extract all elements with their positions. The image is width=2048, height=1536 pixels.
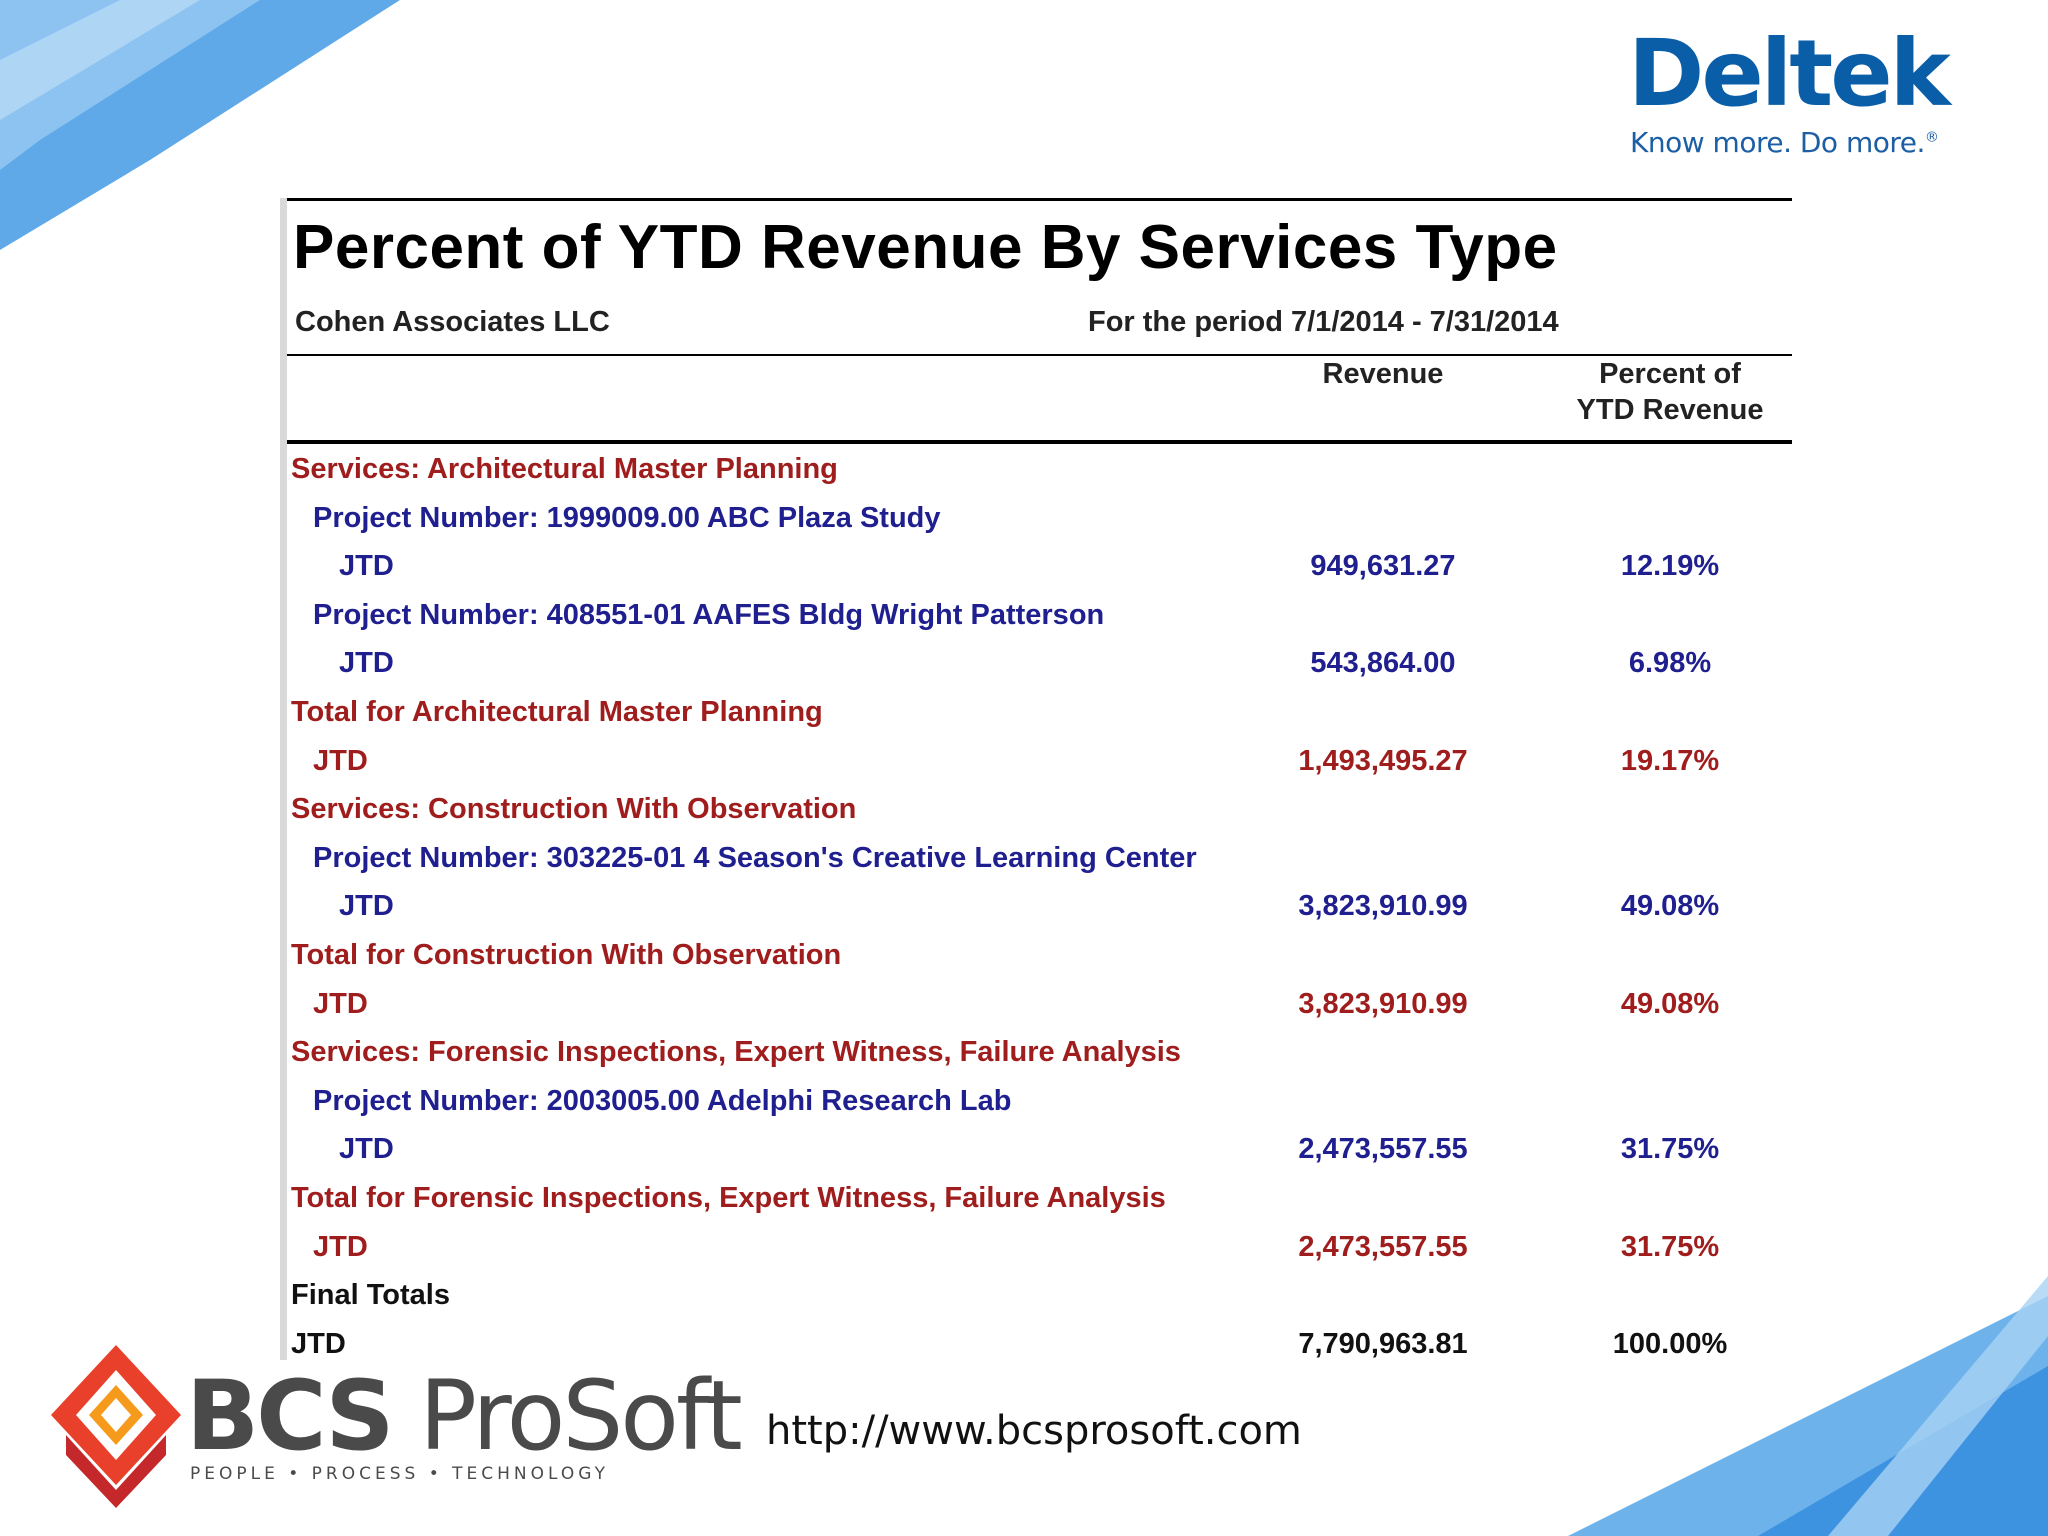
total-row: Total for Forensic Inspections, Expert W… [287,1175,1792,1221]
row-label: Project Number: 303225-01 4 Season's Cre… [313,841,1197,874]
row-revenue: 543,864.00 [1310,647,1456,680]
bcs-wordmark: BCS ProSoft [186,1366,743,1466]
jtd-row: JTD 2,473,557.55 31.75% [287,1126,1792,1172]
row-percent: 12.19% [1620,550,1720,583]
report-panel: Percent of YTD Revenue By Services Type … [280,198,1792,1360]
row-percent: 19.17% [1620,744,1720,777]
project-row: Project Number: 2003005.00 Adelphi Resea… [287,1078,1792,1124]
row-revenue: 2,473,557.55 [1298,1230,1468,1263]
row-label: JTD [313,744,368,777]
row-label: JTD [339,550,394,583]
row-percent: 49.08% [1620,890,1720,923]
bcs-prosoft-logo: BCS ProSoft PEOPLE • PROCESS • TECHNOLOG… [46,1340,743,1510]
row-label: Services: Construction With Observation [291,793,857,826]
report-period: For the period 7/1/2014 - 7/31/2014 [1088,306,1559,338]
column-header-revenue: Revenue [1322,358,1444,390]
registered-mark: ® [1924,129,1939,146]
bcs-wordmark-rest: ProSoft [391,1360,743,1472]
row-revenue: 3,823,910.99 [1298,987,1468,1020]
project-row: Project Number: 303225-01 4 Season's Cre… [287,835,1792,881]
website-link[interactable]: http://www.bcsprosoft.com [766,1408,1302,1454]
deltek-logo: Deltek Know more. Do more.® [1604,20,2024,160]
row-label: Services: Forensic Inspections, Expert W… [291,1036,1181,1069]
decorative-corner-top-left [0,0,400,250]
total-row: Total for Construction With Observation [287,932,1792,978]
total-jtd-row: JTD 1,493,495.27 19.17% [287,738,1792,784]
row-label: Total for Forensic Inspections, Expert W… [291,1182,1166,1214]
service-row: Services: Forensic Inspections, Expert W… [287,1029,1792,1075]
column-header-percent-line2: YTD Revenue [1576,394,1764,426]
jtd-row: JTD 543,864.00 6.98% [287,640,1792,686]
row-label: JTD [339,890,394,923]
row-label: Total for Construction With Observation [291,939,842,971]
row-label: Project Number: 2003005.00 Adelphi Resea… [313,1084,1012,1117]
row-label: Project Number: 1999009.00 ABC Plaza Stu… [313,501,941,534]
row-percent: 6.98% [1628,647,1712,680]
row-revenue: 7,790,963.81 [1298,1327,1468,1360]
header-rule [287,354,1792,356]
bcs-diamond-icon [51,1345,181,1508]
jtd-row: JTD 3,823,910.99 49.08% [287,883,1792,929]
project-row: Project Number: 408551-01 AAFES Bldg Wri… [287,592,1792,638]
row-label: Project Number: 408551-01 AAFES Bldg Wri… [313,598,1105,631]
row-label: JTD [313,987,368,1020]
row-label: Final Totals [291,1279,450,1312]
deltek-tagline: Know more. Do more.® [1604,126,2024,159]
deltek-tagline-text: Know more. Do more. [1630,126,1925,159]
final-jtd-row: JTD 7,790,963.81 100.00% [287,1321,1792,1367]
row-revenue: 3,823,910.99 [1298,890,1468,923]
project-row: Project Number: 1999009.00 ABC Plaza Stu… [287,495,1792,541]
row-percent: 31.75% [1620,1133,1720,1166]
service-row: Services: Architectural Master Planning [287,446,1792,492]
row-revenue: 1,493,495.27 [1298,744,1468,777]
company-name: Cohen Associates LLC [295,306,610,338]
total-jtd-row: JTD 2,473,557.55 31.75% [287,1224,1792,1270]
total-row: Total for Architectural Master Planning [287,689,1792,735]
deltek-wordmark: Deltek [1628,20,1951,127]
row-label: JTD [291,1327,346,1360]
bcs-wordmark-bold: BCS [186,1360,395,1472]
top-rule [287,198,1792,201]
jtd-row: JTD 949,631.27 12.19% [287,543,1792,589]
row-label: Services: Architectural Master Planning [291,453,838,485]
column-header-percent-line1: Percent of [1599,358,1741,390]
row-revenue: 949,631.27 [1310,550,1456,583]
decorative-corner-bottom-right [1568,1276,2048,1536]
column-header-rule [287,440,1792,444]
report-title: Percent of YTD Revenue By Services Type [293,213,1558,282]
bcs-tagline: PEOPLE • PROCESS • TECHNOLOGY [190,1464,609,1484]
row-percent: 49.08% [1620,987,1720,1020]
row-label: JTD [313,1230,368,1263]
row-label: Total for Architectural Master Planning [291,696,823,728]
service-row: Services: Construction With Observation [287,786,1792,832]
row-label: JTD [339,1133,394,1166]
total-jtd-row: JTD 3,823,910.99 49.08% [287,981,1792,1027]
row-label: JTD [339,647,394,680]
row-revenue: 2,473,557.55 [1298,1133,1468,1166]
row-percent: 100.00% [1612,1327,1728,1360]
report-left-border [280,198,287,1360]
final-totals-row: Final Totals [287,1272,1792,1318]
column-header-percent: Percent of YTD Revenue [1545,356,1795,428]
row-percent: 31.75% [1620,1230,1720,1263]
